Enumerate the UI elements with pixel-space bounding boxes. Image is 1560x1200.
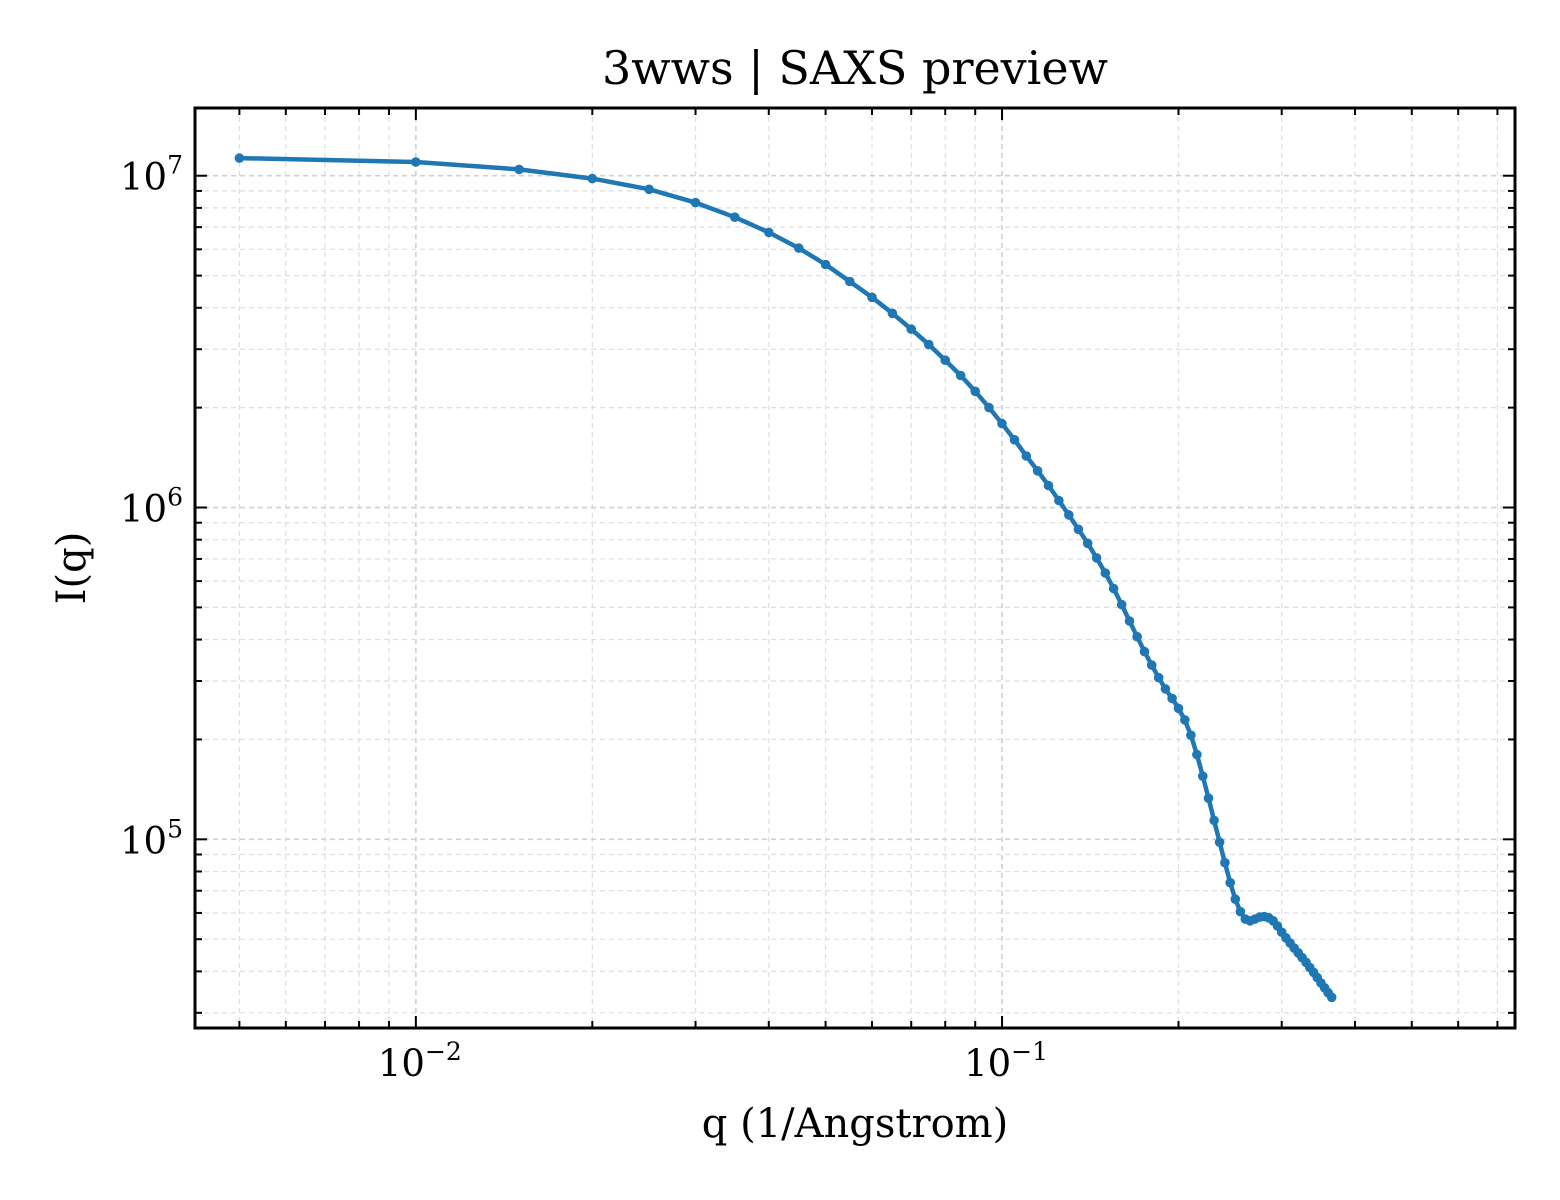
grid-lines xyxy=(195,108,1515,1028)
data-point xyxy=(730,212,740,222)
plot-frame xyxy=(193,106,1517,1030)
data-point xyxy=(887,308,898,319)
data-point xyxy=(984,402,994,413)
data-point xyxy=(764,227,774,238)
data-point xyxy=(644,184,654,195)
data-point xyxy=(1032,466,1043,476)
data-point xyxy=(1167,693,1177,704)
data-point xyxy=(1173,703,1184,714)
data-point xyxy=(1192,749,1202,760)
data-point xyxy=(997,418,1007,429)
data-point xyxy=(690,197,701,208)
data-point xyxy=(1186,730,1196,740)
data-point xyxy=(1132,631,1142,642)
data-point xyxy=(411,157,421,167)
data-point xyxy=(867,292,877,303)
data-point xyxy=(845,276,855,287)
data-point xyxy=(234,153,245,163)
chart-title: 3wws | SAXS preview xyxy=(602,41,1108,95)
data-point xyxy=(1009,435,1020,445)
data-point xyxy=(1021,451,1032,461)
data-point xyxy=(1180,715,1190,725)
data-point xyxy=(924,339,934,350)
axis-ticks xyxy=(195,108,1515,1028)
data-point xyxy=(1225,877,1235,888)
y-tick-label: 106 xyxy=(120,483,183,531)
data-point xyxy=(1091,553,1102,563)
data-point xyxy=(1116,599,1127,610)
data-point xyxy=(906,324,916,334)
y-axis-label: I(q) xyxy=(49,532,95,605)
data-point xyxy=(514,164,524,175)
data-point xyxy=(1043,480,1054,491)
data-point xyxy=(1160,684,1171,694)
data-point xyxy=(940,355,950,366)
y-tick-label: 107 xyxy=(120,151,183,199)
data-point xyxy=(1203,793,1214,803)
data-point xyxy=(820,259,831,270)
data-point xyxy=(1220,857,1230,868)
data-point xyxy=(1108,583,1119,594)
x-tick-label: 10−1 xyxy=(964,1037,1048,1085)
data-point xyxy=(1082,538,1093,549)
data-point xyxy=(587,173,598,184)
data-point xyxy=(1124,616,1135,626)
x-tick-label: 10−2 xyxy=(378,1037,462,1085)
tick-labels: 10−2 10−1 105 106 107 xyxy=(120,151,1048,1085)
data-point xyxy=(1214,837,1225,847)
data-point xyxy=(1139,646,1150,657)
data-point xyxy=(794,243,804,253)
data-point xyxy=(970,386,980,397)
data-point xyxy=(1326,992,1337,1003)
x-axis-label: q (1/Angstrom) xyxy=(702,1101,1008,1147)
data-point xyxy=(1209,815,1219,826)
data-point xyxy=(1100,568,1111,578)
data-point xyxy=(1235,906,1246,917)
data-point xyxy=(1054,495,1064,506)
data-point xyxy=(1073,524,1084,535)
data-point xyxy=(1230,894,1241,904)
y-tick-label: 105 xyxy=(120,814,183,862)
data-point xyxy=(955,370,966,381)
data-point xyxy=(1064,510,1074,520)
data-point xyxy=(1198,771,1208,781)
data-point xyxy=(1153,672,1164,683)
data-series xyxy=(234,153,1337,1003)
data-point xyxy=(1146,660,1157,670)
